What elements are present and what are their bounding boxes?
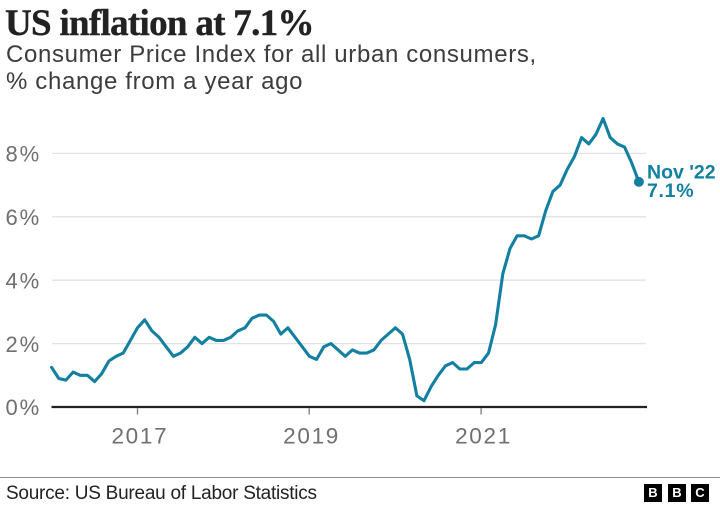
svg-text:2017: 2017 bbox=[111, 423, 168, 448]
svg-text:2%: 2% bbox=[6, 332, 42, 357]
svg-text:0%: 0% bbox=[6, 395, 42, 420]
svg-text:2019: 2019 bbox=[283, 423, 340, 448]
svg-text:7.1%: 7.1% bbox=[647, 180, 694, 202]
svg-text:6%: 6% bbox=[6, 205, 42, 230]
svg-text:8%: 8% bbox=[6, 142, 42, 167]
svg-text:2021: 2021 bbox=[455, 423, 512, 448]
svg-text:4%: 4% bbox=[6, 268, 42, 293]
svg-text:Nov '22: Nov '22 bbox=[647, 162, 716, 184]
